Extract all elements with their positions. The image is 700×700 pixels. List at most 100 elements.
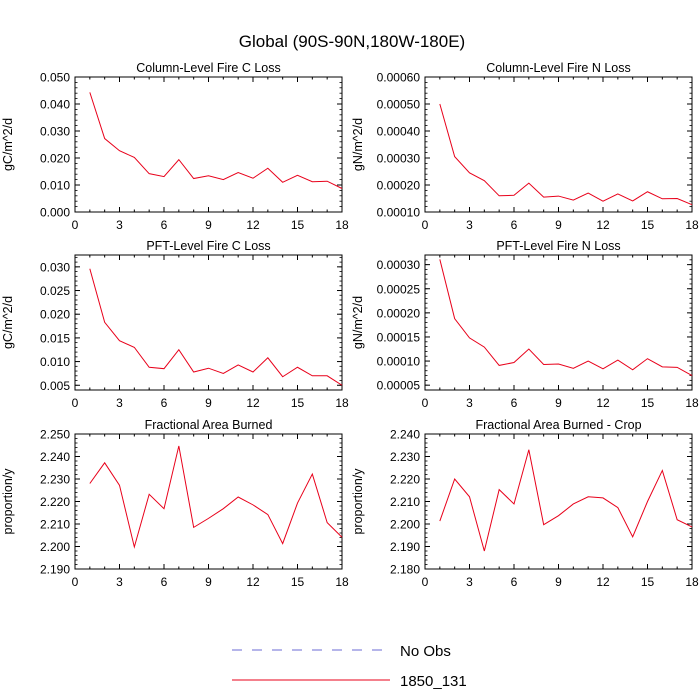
panel-fractional-area-burned-ytick-label: 2.210 [40, 518, 70, 532]
panel-column-level-fire-c-loss-ytick-label: 0.010 [40, 179, 70, 193]
panel-fractional-area-burned-ytick-label: 2.240 [40, 450, 70, 464]
panel-column-level-fire-n-loss-title: Column-Level Fire N Loss [486, 61, 631, 75]
panel-fractional-area-burned: Fractional Area Burned proportion/y 0 3 6 9 12… [1, 418, 349, 589]
panel-column-level-fire-c-loss-xtick-label: 0 [72, 218, 79, 232]
panel-pft-level-fire-c-loss-ytick-label: 0.030 [40, 260, 70, 274]
panel-column-level-fire-n-loss-xtick-label: 18 [685, 218, 699, 232]
panel-pft-level-fire-n-loss-xtick-label: 0 [422, 396, 429, 410]
panel-fractional-area-burned-frame [74, 433, 343, 570]
panel-column-level-fire-c-loss-xtick-label: 9 [205, 218, 212, 232]
panel-column-level-fire-n-loss-ytick-label: 0.00020 [377, 179, 421, 193]
chart-panels: Column-Level Fire C Loss gC/m^2/d 0 3 6 9 12 15… [1, 61, 699, 589]
panel-fractional-area-burned-xtick-label: 6 [161, 575, 168, 589]
panel-column-level-fire-n-loss: Column-Level Fire N Loss gN/m^2/d 0 3 6 9 12 15… [351, 61, 699, 232]
panel-fractional-area-burned-ylabel: proportion/y [1, 468, 15, 535]
panel-pft-level-fire-n-loss-xtick-label: 9 [555, 396, 562, 410]
panel-pft-level-fire-c-loss-xtick-label: 6 [161, 396, 168, 410]
panel-fractional-area-burned-title: Fractional Area Burned [145, 418, 273, 432]
panel-fractional-area-burned-crop-xtick-label: 15 [641, 575, 655, 589]
figure-title: Global (90S-90N,180W-180E) [239, 32, 465, 51]
panel-column-level-fire-n-loss-series-1850-131 [439, 103, 693, 206]
panel-column-level-fire-n-loss-frame [424, 76, 693, 213]
panel-column-level-fire-c-loss-ytick-label: 0.020 [40, 152, 70, 166]
panel-pft-level-fire-n-loss-ytick-label: 0.00015 [377, 330, 421, 344]
panel-column-level-fire-c-loss: Column-Level Fire C Loss gC/m^2/d 0 3 6 9 12 15… [1, 61, 349, 232]
panel-column-level-fire-n-loss-xtick-label: 0 [422, 218, 429, 232]
panel-column-level-fire-n-loss-ylabel: gN/m^2/d [351, 118, 365, 171]
panel-column-level-fire-n-loss-xtick-label: 6 [511, 218, 518, 232]
panel-column-level-fire-n-loss-ytick-label: 0.00060 [377, 71, 421, 85]
panel-column-level-fire-c-loss-title: Column-Level Fire C Loss [136, 61, 281, 75]
panel-pft-level-fire-n-loss-title: PFT-Level Fire N Loss [496, 239, 620, 253]
panel-column-level-fire-c-loss-xtick-label: 6 [161, 218, 168, 232]
panel-pft-level-fire-n-loss: PFT-Level Fire N Loss gN/m^2/d 0 3 6 9 12 15 18 0… [351, 239, 699, 410]
panel-column-level-fire-c-loss-xtick-label: 12 [246, 218, 260, 232]
panel-pft-level-fire-n-loss-ytick-label: 0.00005 [377, 379, 421, 393]
panel-fractional-area-burned-xtick-label: 9 [205, 575, 212, 589]
panel-fractional-area-burned-crop-ytick-label: 2.230 [390, 450, 420, 464]
panel-fractional-area-burned-crop-ytick-label: 2.190 [390, 540, 420, 554]
panel-fractional-area-burned-series-1850-131 [89, 445, 343, 549]
panel-fractional-area-burned-ytick-label: 2.200 [40, 540, 70, 554]
panel-fractional-area-burned-crop-ylabel: proportion/y [351, 468, 365, 535]
panel-fractional-area-burned-ytick-label: 2.250 [40, 428, 70, 442]
panel-pft-level-fire-c-loss-ytick-label: 0.015 [40, 331, 70, 345]
panel-pft-level-fire-c-loss-xtick-label: 9 [205, 396, 212, 410]
panel-column-level-fire-c-loss-ytick-label: 0.030 [40, 125, 70, 139]
legend-entry-1850-131: 1850_131 [232, 673, 467, 690]
panel-pft-level-fire-c-loss-xtick-label: 12 [246, 396, 260, 410]
panel-pft-level-fire-n-loss-frame [424, 254, 693, 391]
panel-fractional-area-burned-ytick-label: 2.220 [40, 495, 70, 509]
panel-fractional-area-burned-crop-ytick-label: 2.180 [390, 563, 420, 577]
panel-column-level-fire-c-loss-series-1850-131 [89, 92, 343, 189]
panel-fractional-area-burned-xtick-label: 3 [116, 575, 123, 589]
panel-pft-level-fire-n-loss-xtick-label: 15 [641, 396, 655, 410]
panel-fractional-area-burned-xtick-label: 18 [335, 575, 349, 589]
panel-fractional-area-burned-crop-series-1850-131 [439, 449, 693, 552]
panel-fractional-area-burned-crop-xtick-label: 9 [555, 575, 562, 589]
panel-pft-level-fire-n-loss-xtick-label: 12 [596, 396, 610, 410]
panel-pft-level-fire-c-loss-ytick-label: 0.005 [40, 379, 70, 393]
panel-pft-level-fire-n-loss-series-1850-131 [439, 259, 693, 376]
panel-column-level-fire-n-loss-ytick-label: 0.00040 [377, 125, 421, 139]
panel-fractional-area-burned-crop-ytick-label: 2.210 [390, 495, 420, 509]
panel-fractional-area-burned-crop-xtick-label: 12 [596, 575, 610, 589]
panel-column-level-fire-n-loss-xtick-label: 15 [641, 218, 655, 232]
panel-pft-level-fire-n-loss-xtick-label: 6 [511, 396, 518, 410]
panel-column-level-fire-n-loss-xtick-label: 9 [555, 218, 562, 232]
panel-fractional-area-burned-ytick-label: 2.230 [40, 473, 70, 487]
panel-column-level-fire-c-loss-xtick-label: 3 [116, 218, 123, 232]
panel-column-level-fire-c-loss-ytick-label: 0.000 [40, 206, 70, 220]
panel-pft-level-fire-c-loss-xtick-label: 15 [291, 396, 305, 410]
panel-pft-level-fire-n-loss-xtick-label: 18 [685, 396, 699, 410]
panel-pft-level-fire-n-loss-ylabel: gN/m^2/d [351, 296, 365, 349]
panel-pft-level-fire-n-loss-xtick-label: 3 [466, 396, 473, 410]
panel-column-level-fire-n-loss-ytick-label: 0.00010 [377, 206, 421, 220]
panel-pft-level-fire-c-loss-ytick-label: 0.020 [40, 308, 70, 322]
legend-label-1850-131: 1850_131 [400, 673, 467, 690]
panel-column-level-fire-c-loss-ylabel: gC/m^2/d [1, 118, 15, 171]
panel-pft-level-fire-c-loss-xtick-label: 18 [335, 396, 349, 410]
legend-entry-no-obs: No Obs [232, 643, 451, 660]
panel-pft-level-fire-c-loss-title: PFT-Level Fire C Loss [146, 239, 270, 253]
panel-fractional-area-burned-crop-title: Fractional Area Burned - Crop [475, 418, 641, 432]
panel-fractional-area-burned-crop-xtick-label: 6 [511, 575, 518, 589]
panel-pft-level-fire-c-loss-ytick-label: 0.010 [40, 355, 70, 369]
panel-column-level-fire-n-loss-xtick-label: 3 [466, 218, 473, 232]
panel-column-level-fire-c-loss-xtick-label: 18 [335, 218, 349, 232]
panel-pft-level-fire-n-loss-ytick-label: 0.00020 [377, 306, 421, 320]
panel-fractional-area-burned-crop-ytick-label: 2.240 [390, 428, 420, 442]
panel-fractional-area-burned-crop-xtick-label: 3 [466, 575, 473, 589]
panel-column-level-fire-n-loss-xtick-label: 12 [596, 218, 610, 232]
panel-fractional-area-burned-crop-ytick-label: 2.200 [390, 518, 420, 532]
panel-pft-level-fire-c-loss: PFT-Level Fire C Loss gC/m^2/d 0 3 6 9 12 15 18 0… [1, 239, 349, 410]
panel-pft-level-fire-c-loss-xtick-label: 0 [72, 396, 79, 410]
panel-column-level-fire-n-loss-ytick-label: 0.00050 [377, 98, 421, 112]
panel-fractional-area-burned-ytick-label: 2.190 [40, 563, 70, 577]
panel-pft-level-fire-c-loss-ytick-label: 0.025 [40, 284, 70, 298]
panel-column-level-fire-c-loss-ytick-label: 0.040 [40, 98, 70, 112]
panel-fractional-area-burned-xtick-label: 12 [246, 575, 260, 589]
panel-pft-level-fire-n-loss-ytick-label: 0.00030 [377, 258, 421, 272]
legend-label-no-obs: No Obs [400, 643, 451, 660]
